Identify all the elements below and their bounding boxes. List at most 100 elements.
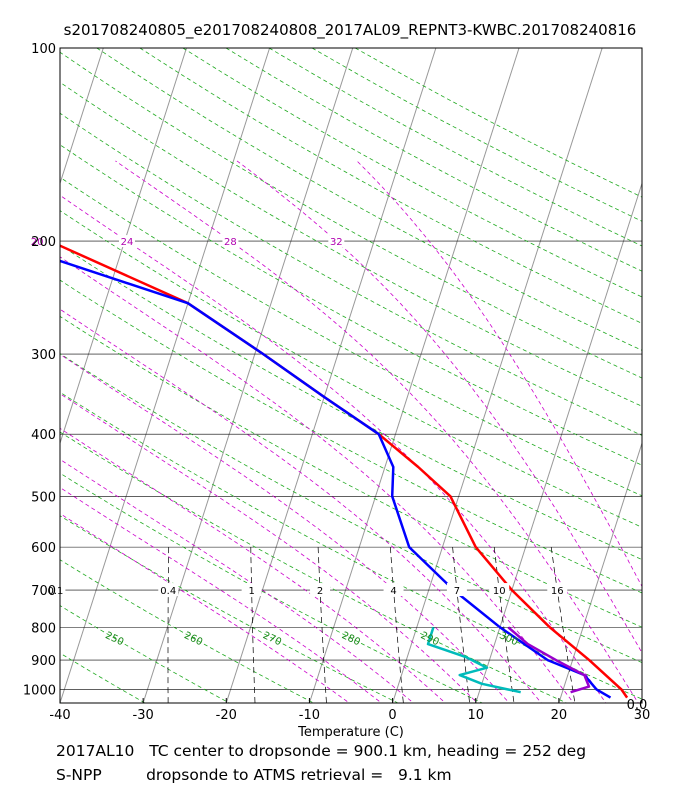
isotherm-line (0, 19, 30, 716)
y-tick-label: 300 (31, 348, 56, 363)
profile-line-dropsonde-dewpoint (426, 626, 521, 694)
moist-adiabat-label: 32 (330, 237, 343, 248)
isotherm-line (60, 48, 104, 185)
annotation-satellite: S-NPP (56, 766, 102, 784)
annotation-distance-heading: TC center to dropsonde = 900.1 km, headi… (149, 742, 587, 760)
y-tick-label: 1000 (23, 683, 56, 698)
dry-adiabat-line (60, 559, 315, 703)
dry-adiabat-label: 260 (182, 630, 204, 648)
moist-adiabat-line (60, 194, 607, 703)
isotherm-line (60, 48, 187, 445)
x-tick-label: -10 (299, 708, 320, 723)
moist-adiabat-line (356, 160, 642, 588)
mixing-ratio-line (452, 547, 471, 703)
mixing-ratio-label: 1 (248, 586, 254, 597)
dry-adiabat-line (60, 176, 642, 497)
mixing-ratio-label: 7 (454, 586, 460, 597)
dry-adiabat-line (96, 48, 642, 351)
mixing-ratio-label: 10 (493, 586, 506, 597)
x-tick-label: -30 (133, 708, 154, 723)
y-tick-label: 800 (31, 621, 56, 636)
mixing-ratio-label: 0.1 (47, 586, 63, 597)
dry-adiabat-line (182, 48, 642, 298)
moist-adiabat-label-bg (328, 235, 345, 248)
mixing-ratio-label-bg (158, 583, 179, 597)
background-lines-group (0, 19, 642, 716)
isotherm-line (392, 48, 603, 703)
dry-adiabat-line (60, 353, 642, 664)
mixing-ratio-label: 16 (551, 586, 564, 597)
profile-line-dewpoint (60, 259, 612, 699)
moist-adiabat-label-bg (118, 235, 135, 248)
mixing-ratio-label-bg (547, 583, 568, 597)
moist-adiabat-line (60, 256, 575, 703)
mixing-ratio-line (550, 547, 576, 703)
moist-adiabat-line (60, 393, 478, 703)
annotation-storm-id: 2017AL10 (56, 742, 135, 760)
dry-adiabat-line (60, 51, 642, 379)
chart-title: s201708240805_e201708240808_2017AL09_REP… (63, 21, 637, 39)
isotherm-line (558, 441, 642, 703)
moist-adiabat-label-bg (222, 235, 239, 248)
moist-adiabat-line (236, 160, 642, 654)
mixing-ratio-line (250, 547, 256, 703)
dry-adiabat-label: 280 (340, 630, 362, 648)
moist-adiabat-line (60, 513, 350, 703)
moist-adiabat-line (60, 427, 446, 703)
dry-adiabat-line (60, 431, 568, 703)
moist-adiabat-line (60, 458, 415, 703)
inner-labels: 0.10.41247101625026027028029030081216202… (29, 235, 568, 648)
dry-adiabat-line (268, 48, 642, 247)
isotherm-line (475, 181, 642, 703)
x-tick-label: -20 (216, 708, 237, 723)
dry-adiabat-line (60, 112, 642, 436)
y-tick-label: 700 (31, 584, 56, 599)
dry-adiabat-line (60, 652, 146, 703)
y-tick-label: 100 (31, 42, 56, 57)
x-tick-label: 30 (634, 708, 651, 723)
x-axis-label: Temperature (C) (297, 725, 404, 740)
plot-frame (59, 47, 643, 704)
isotherm-line (142, 48, 354, 703)
dry-adiabat-line (60, 605, 231, 703)
mixing-ratio-label: 2 (317, 586, 323, 597)
dry-adiabat-line (60, 244, 642, 561)
dry-adiabat-label: 270 (261, 630, 283, 648)
mixing-ratio-line (317, 547, 327, 703)
x-tick-label: 0 (388, 708, 396, 723)
x-tick-label: 10 (467, 708, 484, 723)
moist-adiabat-line (60, 353, 510, 703)
isobar-lines (60, 48, 642, 690)
x-tick-label: 20 (551, 708, 568, 723)
dry-adiabat-line (60, 210, 642, 528)
annotation-line-1: 2017AL10 TC center to dropsonde = 900.1 … (56, 742, 586, 760)
dry-adiabat-line (60, 144, 642, 466)
dry-adiabat-line (139, 48, 642, 324)
y-tick-label: 900 (31, 654, 56, 669)
y-axis-ticks: 100 200 300 400 500 600 700 800 900 1000 (23, 42, 56, 698)
mixing-ratio-label: 4 (390, 586, 396, 597)
profile-lines (60, 244, 629, 699)
y-tick-label: 500 (31, 490, 56, 505)
mixing-ratio-line (167, 547, 170, 703)
annotation-retrieval-distance: dropsonde to ATMS retrieval = 9.1 km (146, 766, 452, 784)
isotherm-lines (0, 19, 642, 716)
mixing-ratio-line (390, 547, 404, 703)
dry-adiabat-line (60, 279, 642, 594)
isotherm-line (641, 701, 642, 703)
dry-adiabat-lines (60, 48, 642, 703)
isotherm-line (225, 48, 437, 703)
profile-line-temperature (60, 244, 629, 699)
moist-adiabat-label-bg (29, 235, 46, 248)
dry-adiabat-line (60, 472, 484, 703)
moist-adiabat-line (60, 487, 383, 703)
mixing-ratio-label-bg (383, 583, 404, 597)
moist-adiabat-line (115, 160, 639, 703)
moist-adiabat-label: 20 (31, 237, 44, 248)
y-tick-label: 400 (31, 428, 56, 443)
mixing-ratio-label-bg (241, 583, 262, 597)
x-axis-ticks: -40 -30 -20 -10 0 10 20 30 (49, 698, 650, 723)
x-tick-label: -40 (49, 708, 70, 723)
dry-adiabat-line (60, 702, 62, 703)
